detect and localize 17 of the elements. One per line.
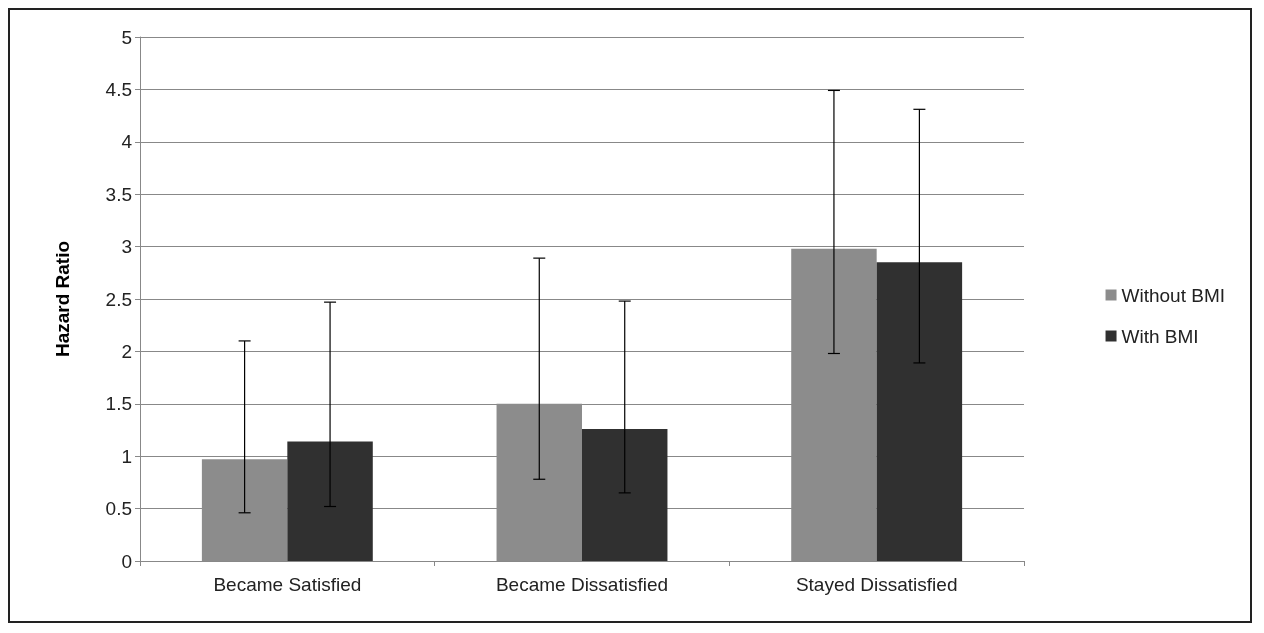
y-tick-label: 0 (121, 550, 132, 572)
y-tick-label: 2 (121, 340, 132, 362)
x-tick-label: Became Satisfied (213, 574, 362, 595)
y-axis-title: Hazard Ratio (52, 240, 73, 358)
y-tick-label: 2.5 (105, 288, 132, 310)
y-tick-label: 1.5 (105, 393, 132, 415)
y-tick-label: 1 (121, 445, 132, 467)
legend-label: Without BMI (1121, 284, 1226, 306)
y-tick-label: 5 (121, 26, 132, 48)
y-tick-label: 3 (121, 236, 132, 258)
y-tick-label: 0.5 (105, 498, 132, 520)
legend-label: With BMI (1121, 325, 1199, 347)
y-tick-label: 4.5 (105, 78, 132, 100)
x-tick-label: Became Dissatisfied (495, 574, 669, 595)
x-tick-label: Stayed Dissatisfied (795, 574, 958, 595)
y-tick-label: 3.5 (105, 183, 132, 205)
y-tick-label: 4 (121, 131, 133, 153)
